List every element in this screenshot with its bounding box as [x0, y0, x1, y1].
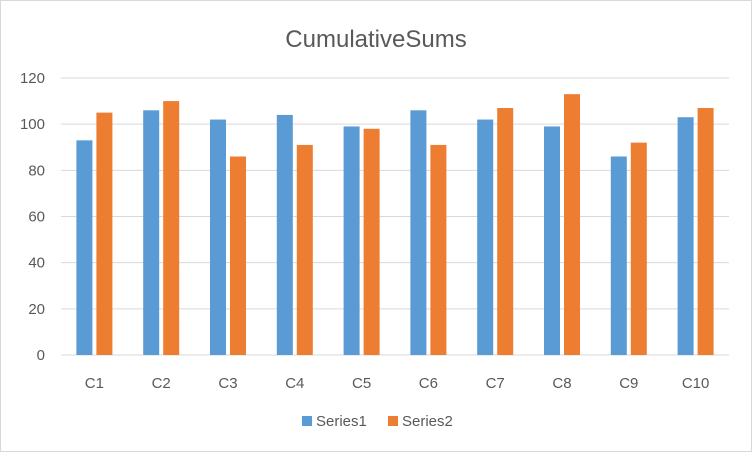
- bar-series2-c5: [363, 128, 380, 355]
- x-tick-label: C6: [419, 375, 438, 392]
- y-tick-label: 20: [28, 301, 45, 318]
- legend-swatch-series1: [302, 416, 312, 426]
- x-tick-label: C8: [552, 375, 571, 392]
- x-tick-label: C10: [682, 375, 710, 392]
- y-tick-label: 40: [28, 255, 45, 272]
- bar-series2-c6: [430, 144, 447, 355]
- bar-series2-c10: [697, 108, 714, 355]
- x-tick-label: C2: [152, 375, 171, 392]
- bar-series2-c9: [630, 142, 647, 355]
- legend-label-series1: Series1: [316, 413, 367, 430]
- chart-title: CumulativeSums: [285, 26, 466, 53]
- bar-series1-c3: [210, 119, 226, 355]
- x-tick-label: C9: [619, 375, 638, 392]
- x-axis-ticks: C1 C2 C3 C4 C5 C6 C7 C8 C9 C10: [85, 375, 710, 392]
- x-tick-label: C1: [85, 375, 104, 392]
- bar-series1-c5: [343, 126, 360, 355]
- legend: Series1 Series2: [302, 413, 453, 430]
- x-tick-label: C7: [486, 375, 505, 392]
- y-tick-label: 100: [20, 116, 45, 133]
- y-tick-label: 60: [28, 209, 45, 226]
- bar-series2-c1: [96, 112, 113, 355]
- bar-series2-c8: [564, 94, 580, 356]
- bar-series2-c4: [296, 144, 313, 355]
- bar-series1-c4: [276, 114, 293, 355]
- x-tick-label: C3: [218, 375, 237, 392]
- y-tick-label: 80: [28, 162, 45, 179]
- bar-series1-c7: [477, 119, 494, 355]
- bar-series1-c10: [677, 117, 694, 355]
- legend-label-series2: Series2: [402, 413, 453, 430]
- bar-series2-c3: [230, 156, 246, 355]
- y-tick-label: 120: [20, 70, 45, 87]
- bar-series1-c1: [76, 140, 93, 355]
- bar-series2-c2: [163, 101, 180, 355]
- gridlines: [61, 77, 729, 356]
- bar-series1-c9: [610, 156, 627, 355]
- x-tick-label: C4: [285, 375, 304, 392]
- y-axis-ticks: 0 20 40 60 80 100 120: [20, 70, 45, 364]
- x-tick-label: C5: [352, 375, 371, 392]
- bars: [76, 94, 714, 356]
- legend-swatch-series2: [388, 416, 398, 426]
- bar-series2-c7: [497, 108, 514, 355]
- y-tick-label: 0: [37, 347, 45, 364]
- bar-series1-c2: [143, 110, 160, 355]
- bar-series1-c6: [410, 110, 427, 355]
- bar-series1-c8: [544, 126, 560, 355]
